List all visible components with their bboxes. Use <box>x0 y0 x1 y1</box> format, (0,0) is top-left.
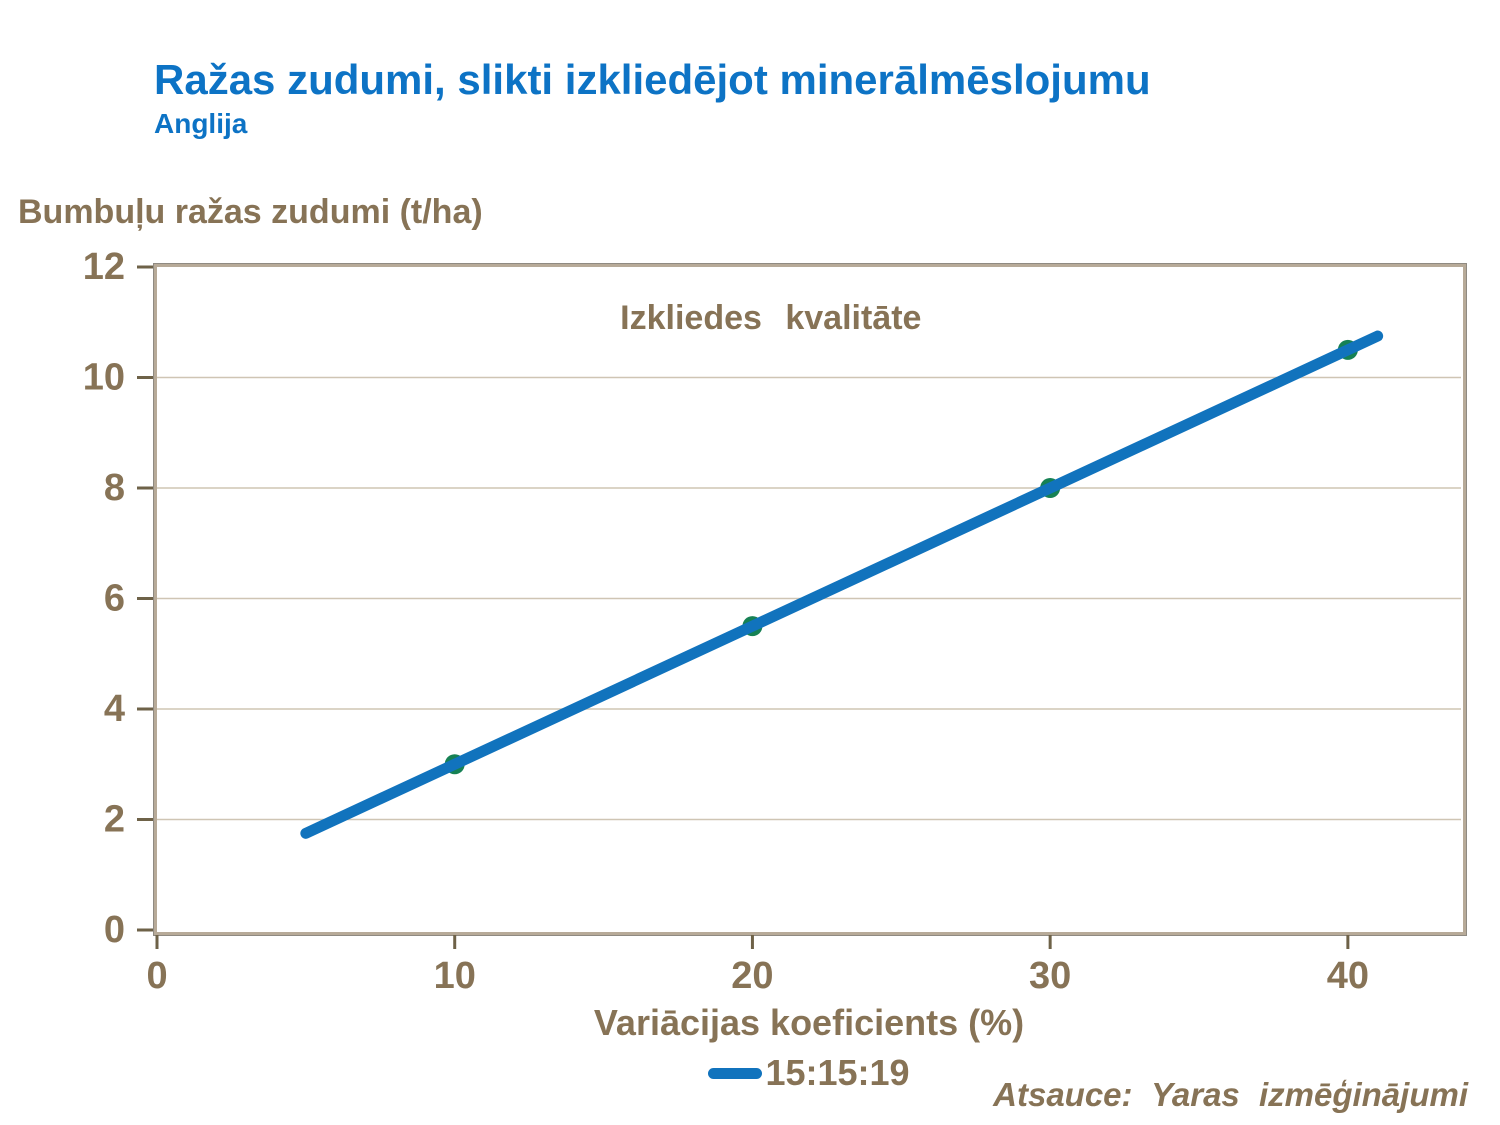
legend-line-swatch <box>708 1067 763 1079</box>
source-reference: Atsauce: Yaras izmēģinājumi <box>993 1076 1468 1113</box>
y-tick-label: 2 <box>104 799 125 841</box>
y-tick-label: 8 <box>104 467 125 509</box>
plot-area: 0 2 4 6 8 10 12 0 10 20 30 40 Izkliedes kvalitāte <box>83 246 1466 997</box>
plot-annotation: Izkliedes kvalitāte <box>620 299 922 337</box>
legend-series-label: 15:15:19 <box>765 1052 910 1093</box>
x-axis-title: Variācijas koeficients (%) <box>593 1002 1025 1043</box>
page-subtitle: Anglija <box>154 108 248 139</box>
plot-frame: 0 2 4 6 8 10 12 0 10 20 30 40 Izkliedes kvalitāte <box>83 246 1467 997</box>
x-tick-label: 20 <box>731 955 773 997</box>
y-axis-title: Bumbuļu ražas zudumi (t/ha) <box>18 193 483 231</box>
y-tick-label: 10 <box>83 357 125 399</box>
y-tick-label: 4 <box>104 688 125 730</box>
y-tick-label: 0 <box>104 909 125 951</box>
x-tick-label: 0 <box>146 955 167 997</box>
line-chart-svg: 0 2 4 6 8 10 12 0 10 20 30 40 <box>83 246 1461 997</box>
data-series-line <box>300 330 1384 839</box>
y-tick-label: 12 <box>83 246 125 288</box>
page-title: Ražas zudumi, slikti izkliedējot minerāl… <box>154 56 1151 103</box>
x-tick-label: 30 <box>1029 955 1071 997</box>
x-tick-label: 10 <box>434 955 476 997</box>
legend: 15:15:19 <box>153 1052 1465 1094</box>
y-tick-label: 6 <box>104 578 125 620</box>
x-tick-label: 40 <box>1327 955 1369 997</box>
